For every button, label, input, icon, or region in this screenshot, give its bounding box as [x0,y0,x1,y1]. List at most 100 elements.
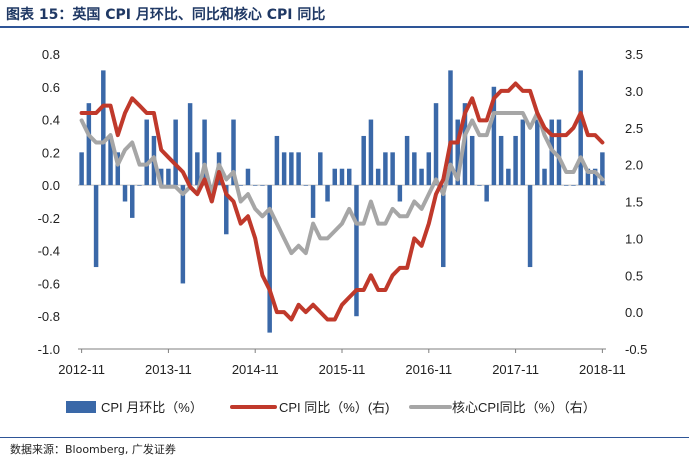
source-note: 数据来源：Bloomberg, 广发证券 [10,443,176,456]
mom-bar [520,119,526,186]
mom-bar [498,135,504,186]
right-axis-tick-label: 2.0 [625,158,643,173]
mom-bar [455,119,460,186]
cpi-yoy-line [79,81,605,322]
mom-bar [585,168,591,186]
mom-bar [144,119,149,186]
mom-bar [535,119,540,186]
mom-bar [397,185,403,202]
mom-bar [556,119,562,186]
mom-bar [137,185,142,186]
mom-bar [506,168,511,186]
mom-bar [426,152,432,186]
left-axis-tick-label: -0.4 [38,244,60,259]
mom-bar [173,119,178,186]
mom-bar [108,135,113,186]
legend-swatch-mom [66,401,96,413]
mom-bar [433,103,439,186]
x-axis-tick-label: 2013-11 [145,362,192,377]
mom-bar [448,70,453,186]
mom-bar [115,152,121,186]
mom-bar [578,70,583,186]
left-axis-tick-label: -0.8 [38,309,60,324]
mom-bar [245,168,251,186]
x-axis-tick-label: 2017-11 [492,362,539,377]
mom-bar [491,86,497,186]
mom-bar [231,119,236,186]
mom-bar [303,185,309,186]
mom-bar [477,185,482,186]
mom-bar [158,168,164,186]
core-cpi-yoy-line [79,111,605,256]
mom-bar [260,185,265,186]
left-axis-tick-label: 0.8 [42,47,60,62]
mom-bar [513,135,518,186]
mom-bar [332,168,338,186]
legend-label-mom: CPI 月环比（%） [101,400,203,415]
legend-label-cpi-yoy: CPI 同比（%）(右) [279,400,390,415]
mom-bar [180,185,186,284]
x-axis-tick-label: 2016-11 [405,362,452,377]
left-axis-tick-label: -0.2 [38,211,60,226]
mom-bar [79,152,84,186]
left-axis-tick-label: 0.4 [42,113,60,128]
left-axis-tick-label: 0.0 [42,178,60,193]
mom-bar [166,168,171,186]
mom-bar [441,185,446,268]
left-axis-tick-label: -1.0 [38,342,60,357]
mom-bar [130,185,135,218]
mom-bar [325,185,330,202]
right-axis-tick-label: 0.0 [625,305,643,320]
mom-bar [346,168,352,186]
chart-title: 图表 15：英国 CPI 月环比、同比和核心 CPI 同比 [6,7,326,23]
mom-bar [412,152,417,186]
mom-bar [361,135,366,186]
mom-bar [289,152,294,186]
right-axis-tick-label: 3.5 [625,47,643,62]
mom-bar [101,70,106,186]
mom-bar [195,152,200,186]
mom-bar [339,168,345,186]
cpi-chart: 0.8 0.6 0.4 0.2 0.0 -0.2 -0.4 -0.6 -0.8 -1.0 3.5 3.… [38,47,648,415]
x-axis-tick-label: 2014-11 [232,362,279,377]
mom-bar [93,185,99,268]
right-axis-tick-label: 3.0 [625,84,643,99]
mom-bar [592,168,598,186]
mom-bar [469,135,475,186]
source-divider [0,437,689,438]
mom-bar [484,185,489,202]
x-axis-tick-label: 2018-11 [579,362,626,377]
mom-bar [296,152,301,186]
mom-bar [527,185,533,268]
left-axis-tick-label: 0.2 [42,145,60,160]
mom-bar [122,185,128,202]
x-axis-tick-label: 2012-11 [58,362,105,377]
mom-bar [267,185,272,333]
mom-bar [542,168,547,186]
right-axis-tick-label: 1.5 [625,195,643,210]
mom-bar [383,152,388,186]
mom-bar [354,185,359,317]
mom-bar [563,185,569,186]
x-axis-tick-label: 2015-11 [319,362,366,377]
mom-bar [419,168,424,186]
mom-bar [86,103,92,186]
mom-bar [281,152,287,186]
legend-label-core: 核心CPI同比（%）（右） [452,400,596,415]
left-axis-tick-label: 0.6 [42,80,60,95]
mom-bar [318,152,323,186]
right-axis-tick-label: 1.0 [625,231,643,246]
title-divider [0,26,689,28]
mom-bar [238,185,243,186]
mom-bar [252,185,258,186]
right-axis-tick-label: 0.5 [625,268,643,283]
mom-bar [202,119,207,186]
mom-bar [375,168,381,186]
mom-bar [310,185,316,218]
mom-bar [274,135,280,186]
mom-bar [404,135,410,186]
mom-bar [187,103,193,186]
mom-bar [390,152,395,186]
left-axis-tick-label: -0.6 [38,276,60,291]
mom-bar [368,119,374,186]
